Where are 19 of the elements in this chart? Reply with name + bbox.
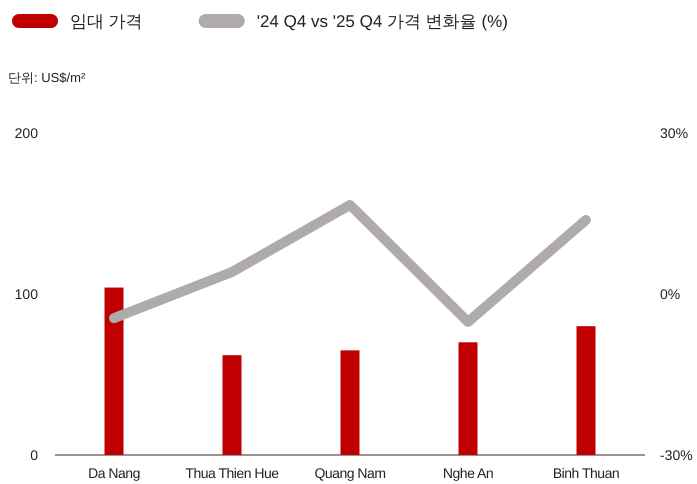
x-tick-label: Binh Thuan (552, 465, 620, 481)
bar (458, 342, 478, 455)
bar (340, 350, 360, 455)
y-tick-label: 200 (14, 125, 38, 141)
x-tick-label: Nghe An (442, 465, 494, 481)
bar (222, 355, 242, 455)
x-tick-label: Quang Nam (314, 465, 386, 481)
y-tick-label: 0 (30, 447, 38, 463)
y2-tick-label: 30% (660, 125, 688, 141)
legend-label: 임대 가격 (70, 12, 143, 31)
y2-tick-label: 0% (660, 286, 680, 302)
bar (104, 288, 124, 455)
y-tick-label: 100 (14, 286, 38, 302)
text: 단위: US$/m² (8, 70, 86, 85)
bar (576, 326, 596, 455)
y2-tick-label: -30% (660, 447, 693, 463)
x-tick-label: Da Nang (88, 465, 140, 481)
legend-label: '24 Q4 vs '25 Q4 가격 변화율 (%) (256, 12, 508, 31)
x-tick-label: Thua Thien Hue (185, 465, 280, 481)
